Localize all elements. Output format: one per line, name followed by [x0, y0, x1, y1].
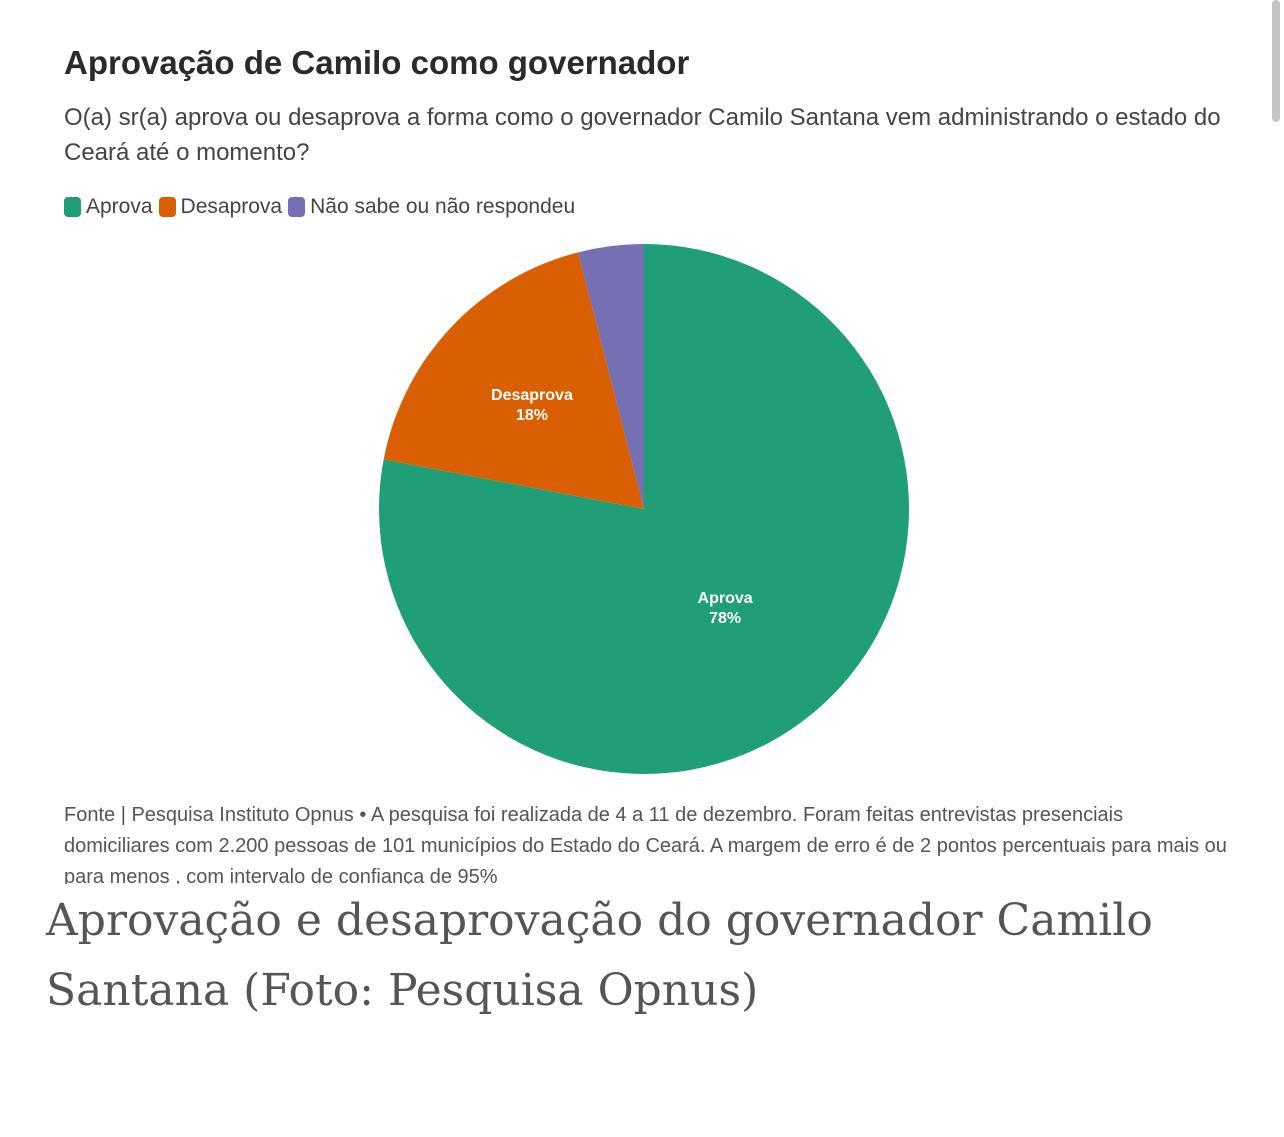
- pie-value-label-aprova: 78%: [709, 610, 741, 627]
- pie-label-desaprova: Desaprova: [491, 387, 573, 404]
- scrollbar-thumb[interactable]: [1272, 0, 1280, 122]
- source-note: Fonte | Pesquisa Instituto Opnus • A pes…: [64, 804, 1227, 884]
- legend-item-aprova[interactable]: Aprova: [64, 195, 153, 219]
- legend-swatch-aprova: [64, 197, 81, 217]
- chart-title: Aprovação de Camilo como governador: [64, 44, 690, 81]
- pie-value-label-desaprova: 18%: [516, 407, 548, 424]
- chart-legend: Aprova Desaprova Não sabe ou não respond…: [64, 195, 581, 219]
- legend-label-aprova: Aprova: [86, 195, 153, 218]
- pie-slice-nao-sabe-ou-nao-respondeu[interactable]: [578, 244, 644, 509]
- image-caption: Aprovação e desaprovação do governador C…: [46, 895, 1153, 1016]
- legend-swatch-desaprova: [158, 197, 176, 217]
- chart-subtitle: O(a) sr(a) aprova ou desaprova a forma c…: [64, 104, 1221, 166]
- legend-label-nao-sabe: Não sabe ou não respondeu: [310, 195, 576, 218]
- chart-card: Aprovação de Camilo como governador O(a)…: [64, 44, 1227, 884]
- pie-label-aprova: Aprova: [698, 590, 753, 607]
- legend-item-desaprova[interactable]: Desaprova: [158, 195, 283, 219]
- legend-swatch-nao-sabe: [288, 197, 306, 217]
- legend-item-nao-sabe[interactable]: Não sabe ou não respondeu: [288, 195, 575, 219]
- pie-slice-desaprova[interactable]: [383, 252, 644, 510]
- pie-chart: Aprova 78% Desaprova 18%: [379, 244, 909, 774]
- legend-label-desaprova: Desaprova: [180, 195, 283, 218]
